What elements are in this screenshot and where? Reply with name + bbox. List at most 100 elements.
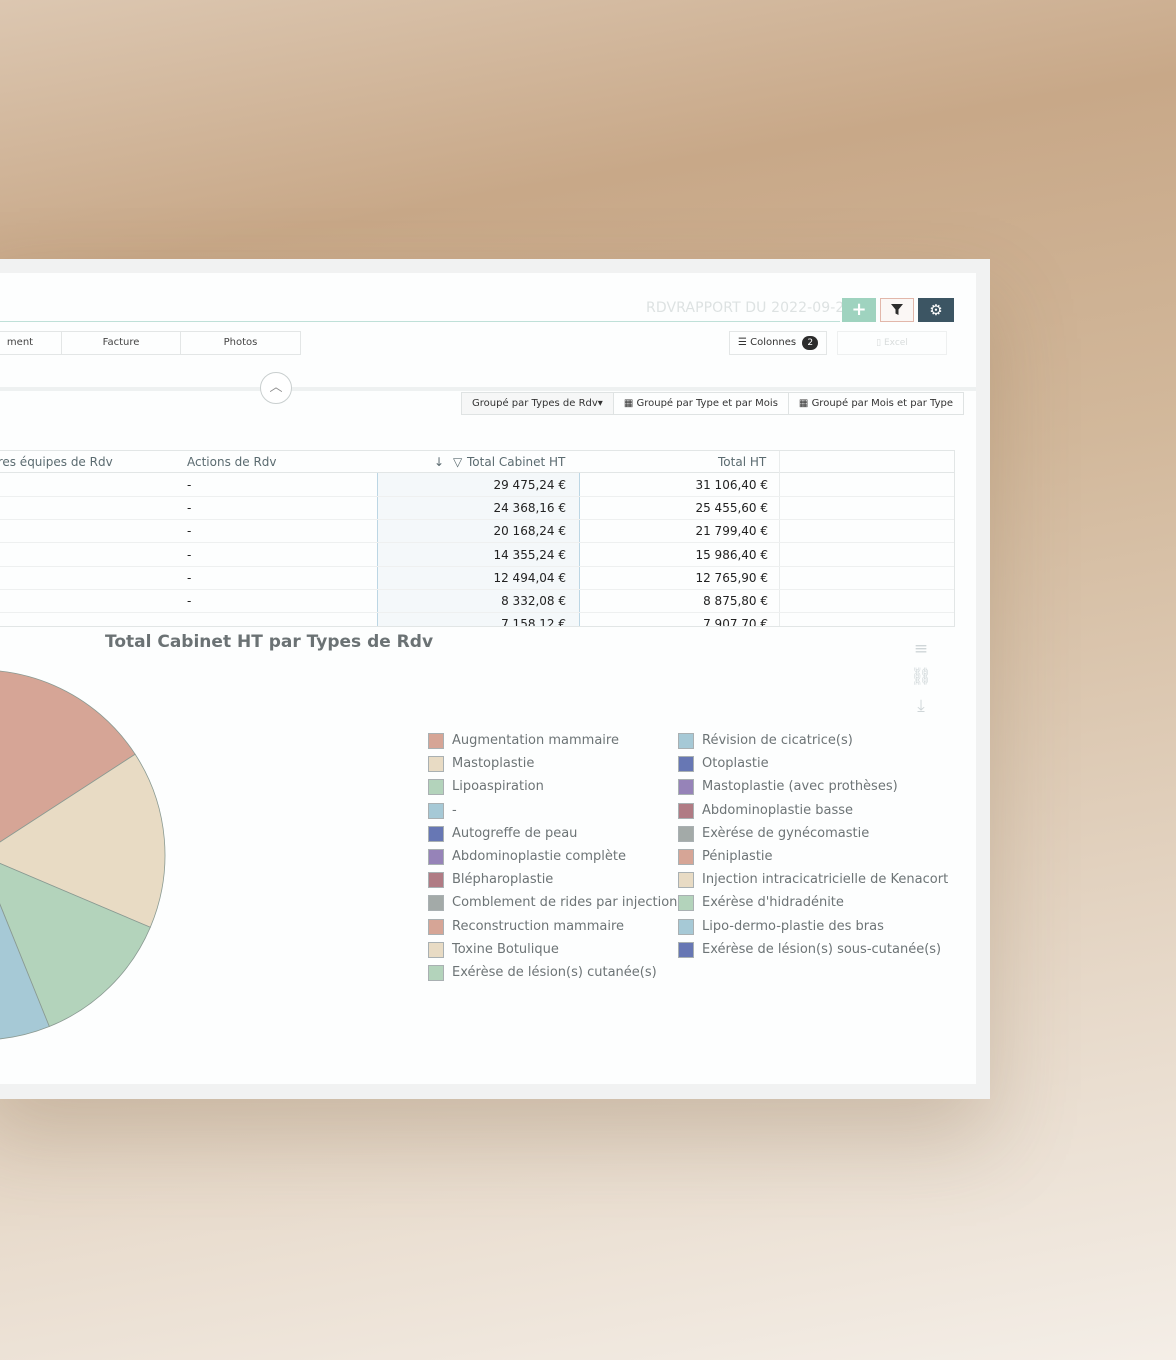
filter-outline-icon[interactable]: ▽ <box>453 455 463 469</box>
group-by-month-type-button[interactable]: ▦ Groupé par Mois et par Type <box>789 393 963 414</box>
table-icon: ▦ <box>798 398 812 409</box>
legend-swatch <box>428 825 444 842</box>
legend-label: Autogreffe de peau <box>452 825 578 841</box>
legend-swatch <box>428 756 444 773</box>
tab-photos[interactable]: Photos <box>223 337 258 348</box>
legend-swatch <box>678 825 694 842</box>
action-cell: - <box>187 501 192 516</box>
total-cabinet-cell: 24 368,16 € <box>493 501 566 516</box>
col-header-total-ht[interactable]: Total HT <box>718 455 767 469</box>
table-header: embres équipes de Rdv Actions de Rdv ↓ ▽… <box>0 451 954 473</box>
legend-label: Mastoplastie (avec prothèses) <box>702 779 898 795</box>
action-cell: - <box>187 478 192 492</box>
pie-chart <box>0 670 166 1040</box>
table-icon: ▦ <box>623 398 637 409</box>
action-cell: - <box>187 524 192 539</box>
caret-down-icon: ▾ <box>597 398 603 409</box>
table-row[interactable]: 7 158,12 € 7 907,70 € <box>0 612 954 627</box>
table-row[interactable]: - 14 355,24 € 15 986,40 € <box>0 543 954 567</box>
legend-swatch <box>428 779 444 796</box>
file-icon: ▯ <box>876 338 882 348</box>
collapse-bar <box>0 387 976 391</box>
tab-facture[interactable]: Facture <box>62 332 181 354</box>
col-header-actions[interactable]: Actions de Rdv <box>187 455 277 469</box>
table-row[interactable]: - 20 168,24 € 21 799,40 € <box>0 519 954 544</box>
total-ht-cell: 25 455,60 € <box>695 501 768 516</box>
pie-slice[interactable] <box>0 753 166 928</box>
pie-slice[interactable] <box>0 855 151 1028</box>
group-label: Groupé par Mois et par Type <box>811 398 954 409</box>
legend-swatch <box>428 965 444 981</box>
total-cabinet-cell: 8 332,08 € <box>501 594 566 608</box>
legend-label: Mastoplastie <box>452 756 535 772</box>
col-header-total-cabinet[interactable]: Total Cabinet HT <box>467 455 566 469</box>
total-ht-cell: 7 907,70 € <box>703 617 768 627</box>
total-ht-cell: 8 875,80 € <box>703 594 768 608</box>
legend-label: Blépharoplastie <box>452 872 554 888</box>
legend-swatch <box>428 895 444 912</box>
legend-swatch <box>678 941 694 958</box>
table-row[interactable]: - 12 494,04 € 12 765,90 € <box>0 566 954 590</box>
legend-swatch <box>678 779 694 796</box>
total-cabinet-cell: 14 355,24 € <box>493 547 566 562</box>
sorted-column-highlight <box>377 472 580 626</box>
total-ht-cell: 21 799,40 € <box>695 524 768 539</box>
col-header-members[interactable]: embres équipes de Rdv <box>0 455 113 469</box>
total-ht-cell: 31 106,40 € <box>695 478 768 492</box>
legend-swatch <box>678 918 694 935</box>
menu-icon: ☰ <box>737 337 747 348</box>
legend-swatch <box>678 872 694 889</box>
legend-label: Otoplastie <box>702 756 769 772</box>
legend-label: Révision de cicatrice(s) <box>702 733 853 748</box>
legend-swatch <box>428 849 444 865</box>
total-ht-cell: 12 765,90 € <box>695 570 768 585</box>
excel-label: Excel <box>883 338 908 348</box>
legend-swatch <box>678 895 694 912</box>
legend-label: Exérèse de lésion(s) cutanée(s) <box>452 965 657 980</box>
legend-swatch <box>428 941 444 958</box>
legend-label: Augmentation mammaire <box>452 733 619 748</box>
pie-slice[interactable] <box>0 670 136 855</box>
table-row[interactable]: - 29 475,24 € 31 106,40 € <box>0 473 954 497</box>
filter-button[interactable] <box>880 298 914 322</box>
table-row[interactable]: - 24 368,16 € 25 455,60 € <box>0 496 954 521</box>
sort-desc-icon[interactable]: ↓ <box>434 455 445 469</box>
legend-swatch <box>678 733 694 749</box>
legend-swatch <box>428 733 444 749</box>
excel-button[interactable]: ▯ Excel <box>837 331 947 355</box>
table-row[interactable]: - 8 332,08 € 8 875,80 € <box>0 589 954 613</box>
group-by-selector: Groupé par Types de Rdv▾ ▦ Groupé par Ty… <box>461 392 965 415</box>
action-cell: - <box>187 570 192 585</box>
download-icon[interactable]: ⤓ <box>917 696 925 716</box>
group-label: Groupé par Types de Rdv <box>472 398 598 409</box>
total-cabinet-cell: 7 158,12 € <box>501 617 566 627</box>
tab-paiement[interactable]: ment <box>0 332 62 354</box>
columns-button[interactable]: ☰ Colonnes 2 <box>729 331 827 355</box>
columns-label: Colonnes <box>750 337 797 348</box>
tab-bar: ment Facture Photos <box>0 331 301 355</box>
legend-swatch <box>678 802 694 819</box>
filter-icon <box>891 303 903 315</box>
legend-label: Abdominoplastie basse <box>702 802 854 818</box>
legend-label: Toxine Botulique <box>452 941 559 957</box>
group-by-types-button[interactable]: Groupé par Types de Rdv▾ <box>462 393 614 414</box>
legend-swatch <box>428 918 444 935</box>
link-icon[interactable]: ⛓ <box>910 667 932 687</box>
report-screen: RDVRAPPORT DU 2022-09-27 + ⚙ ment Factur… <box>0 273 976 1084</box>
group-by-type-month-button[interactable]: ▦ Groupé par Type et par Mois <box>614 393 789 414</box>
menu-icon[interactable]: ≡ <box>913 639 929 659</box>
chevron-up-icon: ︿ <box>269 380 283 395</box>
legend-label: Lipoaspiration <box>452 779 544 795</box>
gear-icon: ⚙ <box>929 301 943 319</box>
action-cell: - <box>187 547 192 562</box>
group-label: Groupé par Type et par Mois <box>636 398 778 409</box>
legend-label: Injection intracicatricielle de Kenacort <box>702 872 949 888</box>
pie-slice[interactable] <box>0 855 50 1040</box>
settings-button[interactable]: ⚙ <box>918 298 954 322</box>
legend-swatch <box>678 849 694 865</box>
total-cabinet-cell: 29 475,24 € <box>493 478 566 492</box>
add-button[interactable]: + <box>842 298 876 322</box>
collapse-button[interactable]: ︿ <box>260 372 292 404</box>
legend-label: Abdominoplastie complète <box>452 849 626 864</box>
legend-swatch <box>678 756 694 773</box>
